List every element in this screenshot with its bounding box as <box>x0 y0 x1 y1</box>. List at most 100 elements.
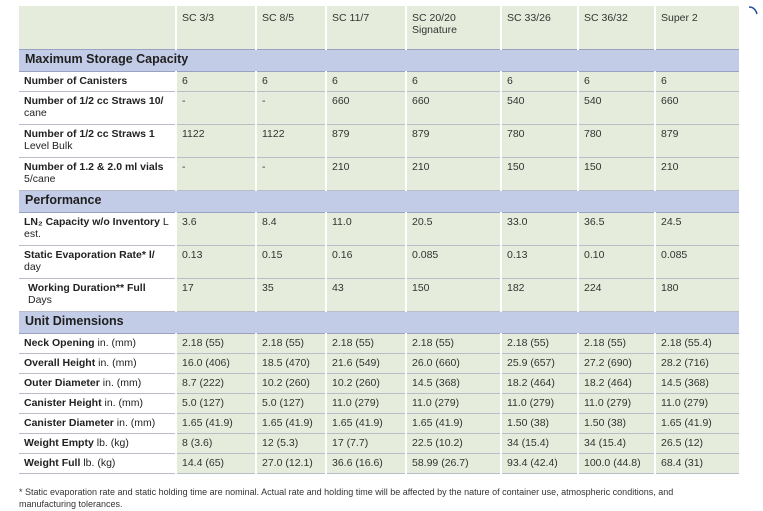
table-cell: 0.13 <box>500 245 578 279</box>
row-unit: in. (mm) <box>102 377 142 389</box>
row-unit: L est. <box>24 216 169 240</box>
row-label: LN₂ Capacity w/o Inventory L est. <box>19 212 176 246</box>
table-cell: 10.2 (260) <box>255 373 326 394</box>
col-header: SC 20/20 Signature <box>405 6 501 50</box>
table-cell: 1.65 (41.9) <box>325 413 406 434</box>
table-row: LN₂ Capacity w/o Inventory L est. 3.6 8.… <box>19 212 739 246</box>
table-cell: 1.65 (41.9) <box>255 413 326 434</box>
row-label-text: Number of 1/2 cc Straws 10/ <box>24 95 164 107</box>
table-cell: 24.5 <box>654 212 739 246</box>
table-cell: 11.0 (279) <box>654 393 739 414</box>
col-header: SC 8/5 <box>255 6 326 50</box>
row-label: Number of 1.2 & 2.0 ml vials 5/cane <box>19 157 176 191</box>
row-unit: lb. (kg) <box>83 457 116 469</box>
spec-table-container: SC 3/3 SC 8/5 SC 11/7 SC 20/20 Signature… <box>19 6 739 474</box>
table-cell: 35 <box>255 278 326 312</box>
row-label-text: Canister Diameter <box>24 417 114 429</box>
row-label-text: LN₂ Capacity w/o Inventory <box>24 216 160 228</box>
row-unit: in. (mm) <box>97 337 137 349</box>
table-cell: 12 (5.3) <box>255 433 326 454</box>
table-cell: 210 <box>654 157 739 191</box>
row-label: Overall Height in. (mm) <box>19 353 176 374</box>
table-row: Number of 1/2 cc Straws 10/ cane - - 660… <box>19 91 739 125</box>
table-cell: 26.5 (12) <box>654 433 739 454</box>
table-cell: 6 <box>255 71 326 92</box>
table-cell: 3.6 <box>175 212 256 246</box>
table-cell: 34 (15.4) <box>500 433 578 454</box>
row-unit: cane <box>24 107 47 119</box>
row-label: Static Evaporation Rate* l/ day <box>19 245 176 279</box>
table-cell: 5.0 (127) <box>175 393 256 414</box>
table-cell: 780 <box>577 124 655 158</box>
table-cell: 780 <box>500 124 578 158</box>
row-label: Outer Diameter in. (mm) <box>19 373 176 394</box>
table-cell: 6 <box>175 71 256 92</box>
row-label-text: Canister Height <box>24 397 102 409</box>
table-cell: 6 <box>577 71 655 92</box>
corner-mark-icon <box>749 6 758 15</box>
table-cell: 58.99 (26.7) <box>405 453 501 474</box>
table-cell: 1.65 (41.9) <box>175 413 256 434</box>
table-cell: 18.2 (464) <box>577 373 655 394</box>
row-unit: in. (mm) <box>116 417 156 429</box>
row-label-text: Number of 1.2 & 2.0 ml vials <box>24 161 164 173</box>
table-cell: 1122 <box>255 124 326 158</box>
table-cell: - <box>175 157 256 191</box>
table-cell: 2.18 (55) <box>175 333 256 354</box>
row-label: Canister Height in. (mm) <box>19 393 176 414</box>
section-header: Performance <box>19 190 739 213</box>
row-label-text: Overall Height <box>24 357 96 369</box>
table-row: Working Duration** Full Days 17 35 43 15… <box>19 278 739 312</box>
table-row: Static Evaporation Rate* l/ day 0.13 0.1… <box>19 245 739 279</box>
row-label-text: Number of Canisters <box>24 75 128 87</box>
table-cell: - <box>255 157 326 191</box>
table-cell: 21.6 (549) <box>325 353 406 374</box>
table-row: Canister Height in. (mm) 5.0 (127) 5.0 (… <box>19 393 739 414</box>
table-cell: 0.085 <box>654 245 739 279</box>
table-cell: 6 <box>405 71 501 92</box>
row-label: Weight Empty lb. (kg) <box>19 433 176 454</box>
table-cell: 0.16 <box>325 245 406 279</box>
table-cell: 8.4 <box>255 212 326 246</box>
row-label: Weight Full lb. (kg) <box>19 453 176 474</box>
table-cell: 5.0 (127) <box>255 393 326 414</box>
row-label: Number of Canisters <box>19 71 176 92</box>
col-header: SC 33/26 <box>500 6 578 50</box>
row-label-text: Weight Full <box>24 457 81 469</box>
table-row: Overall Height in. (mm) 16.0 (406) 18.5 … <box>19 353 739 374</box>
row-unit: in. (mm) <box>104 397 144 409</box>
table-cell: 93.4 (42.4) <box>500 453 578 474</box>
table-cell: 6 <box>500 71 578 92</box>
table-cell: 660 <box>654 91 739 125</box>
table-cell: 2.18 (55) <box>405 333 501 354</box>
footnote: * Static evaporation rate and static hol… <box>19 487 674 509</box>
table-cell: 660 <box>405 91 501 125</box>
table-cell: 36.6 (16.6) <box>325 453 406 474</box>
table-cell: 11.0 (279) <box>405 393 501 414</box>
table-cell: 10.2 (260) <box>325 373 406 394</box>
table-cell: 27.2 (690) <box>577 353 655 374</box>
table-cell: 34 (15.4) <box>577 433 655 454</box>
table-cell: - <box>175 91 256 125</box>
table-cell: 14.4 (65) <box>175 453 256 474</box>
table-cell: 1122 <box>175 124 256 158</box>
table-cell: 879 <box>325 124 406 158</box>
row-label-text: Weight Empty <box>24 437 94 449</box>
table-cell: 1.65 (41.9) <box>405 413 501 434</box>
table-cell: 17 (7.7) <box>325 433 406 454</box>
column-header-row: SC 3/3 SC 8/5 SC 11/7 SC 20/20 Signature… <box>19 6 739 50</box>
row-label: Working Duration** Full Days <box>19 278 176 312</box>
table-cell: 150 <box>577 157 655 191</box>
table-cell: 11.0 (279) <box>325 393 406 414</box>
table-cell: 879 <box>405 124 501 158</box>
table-cell: 17 <box>175 278 256 312</box>
table-cell: 16.0 (406) <box>175 353 256 374</box>
table-cell: 210 <box>405 157 501 191</box>
table-cell: 150 <box>500 157 578 191</box>
table-cell: 27.0 (12.1) <box>255 453 326 474</box>
table-row: Number of Canisters 6 6 6 6 6 6 6 <box>19 71 739 92</box>
table-cell: 18.5 (470) <box>255 353 326 374</box>
table-cell: 0.10 <box>577 245 655 279</box>
col-header: SC 3/3 <box>175 6 256 50</box>
row-unit: day <box>24 261 41 273</box>
